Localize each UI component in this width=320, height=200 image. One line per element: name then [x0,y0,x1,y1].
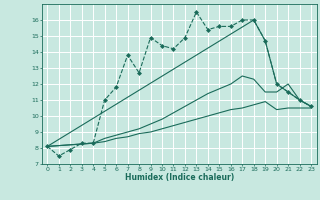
X-axis label: Humidex (Indice chaleur): Humidex (Indice chaleur) [124,173,234,182]
